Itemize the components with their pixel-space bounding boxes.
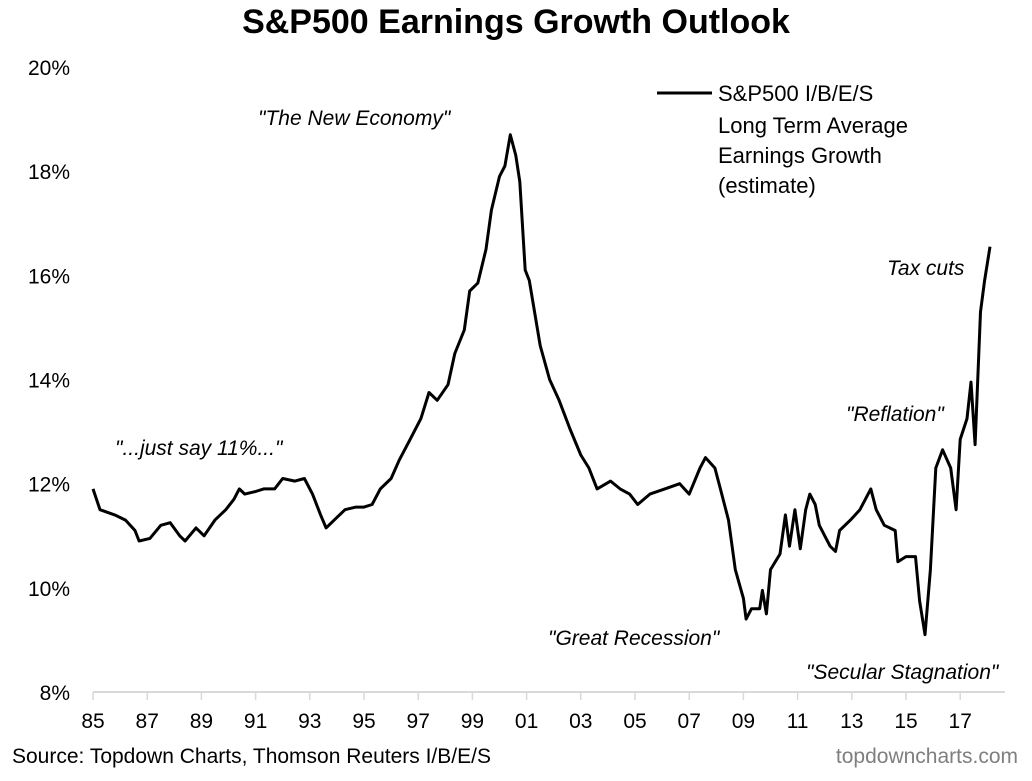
x-tick-label: 97	[407, 710, 430, 733]
annotation-reflation: "Reflation"	[846, 403, 945, 426]
x-tick-label: 93	[298, 710, 321, 733]
x-tick-label: 01	[515, 710, 538, 733]
x-tick-label: 07	[678, 710, 701, 733]
x-tick-label: 87	[136, 710, 159, 733]
legend-line-3: Earnings Growth	[718, 143, 882, 168]
x-tick-label: 91	[244, 710, 267, 733]
source-note: Source: Topdown Charts, Thomson Reuters …	[12, 745, 491, 768]
series-line	[91, 133, 992, 637]
chart-title: S&P500 Earnings Growth Outlook	[242, 3, 790, 41]
watermark: topdowncharts.com	[836, 745, 1018, 768]
y-tick-label: 20%	[28, 57, 70, 80]
x-tick-label: 95	[352, 710, 375, 733]
y-tick-label: 12%	[28, 474, 70, 497]
y-tick-label: 18%	[28, 161, 70, 184]
legend: S&P500 I/B/E/S Long Term Average Earning…	[657, 81, 908, 198]
y-tick-label: 10%	[28, 578, 70, 601]
legend-line-2: Long Term Average	[718, 113, 908, 138]
x-tick-label: 89	[190, 710, 213, 733]
annotation-tax-cuts: Tax cuts	[887, 257, 965, 280]
x-tick-label: 99	[461, 710, 484, 733]
annotation-great-recession: "Great Recession"	[548, 627, 721, 650]
x-tick-label: 05	[623, 710, 646, 733]
x-tick-label: 85	[81, 710, 104, 733]
x-tick-label: 13	[840, 710, 863, 733]
x-tick-label: 15	[894, 710, 917, 733]
y-tick-label: 8%	[40, 682, 70, 705]
legend-line-4: (estimate)	[718, 173, 816, 198]
annotation-just-say-11: "...just say 11%..."	[115, 437, 284, 460]
x-tick-label: 09	[732, 710, 755, 733]
annotation-secular-stagnation: "Secular Stagnation"	[806, 661, 1000, 684]
x-tick-label: 17	[949, 710, 972, 733]
y-tick-label: 16%	[28, 265, 70, 288]
x-tick-label: 03	[569, 710, 592, 733]
legend-line-1: S&P500 I/B/E/S	[718, 81, 873, 106]
x-tick-label: 11	[787, 710, 809, 733]
y-tick-label: 14%	[28, 370, 70, 393]
annotation-new-economy: "The New Economy"	[258, 107, 452, 130]
